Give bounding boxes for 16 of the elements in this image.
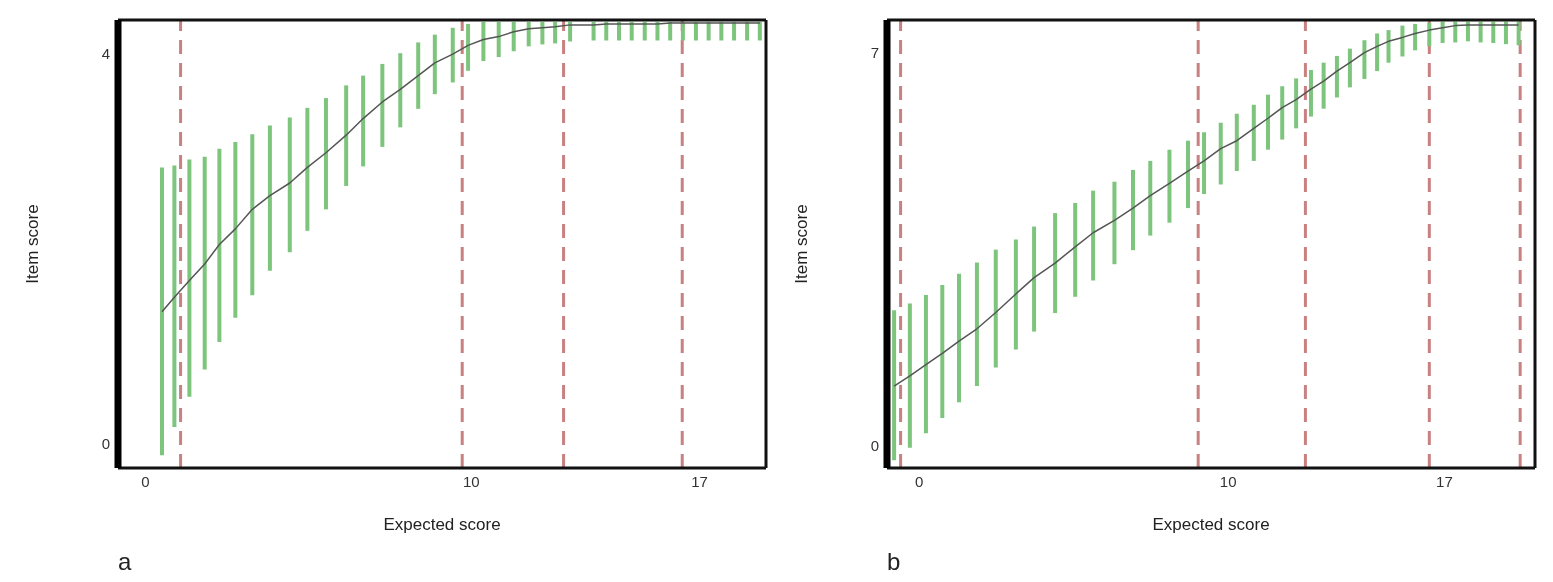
x-tick-label: 10 [1219,472,1237,490]
x-tick-label: 0 [914,472,924,490]
x-tick-label: 0 [141,472,150,490]
line-series [893,24,1520,387]
x-axis-title: Expected score [1152,515,1270,534]
y-tick-label: 7 [870,43,879,61]
y-axis-title: Item score [23,204,43,284]
x-tick-label: 17 [1436,472,1453,490]
text: a [118,548,132,576]
y-tick-label: 4 [101,44,110,62]
x-tick-label: 17 [691,472,708,490]
y-axis-title: Item score [792,204,812,284]
line-series [161,22,761,313]
x-tick-label: 10 [462,472,480,490]
x-axis-title: Expected score [383,515,501,534]
text: b [887,548,901,576]
